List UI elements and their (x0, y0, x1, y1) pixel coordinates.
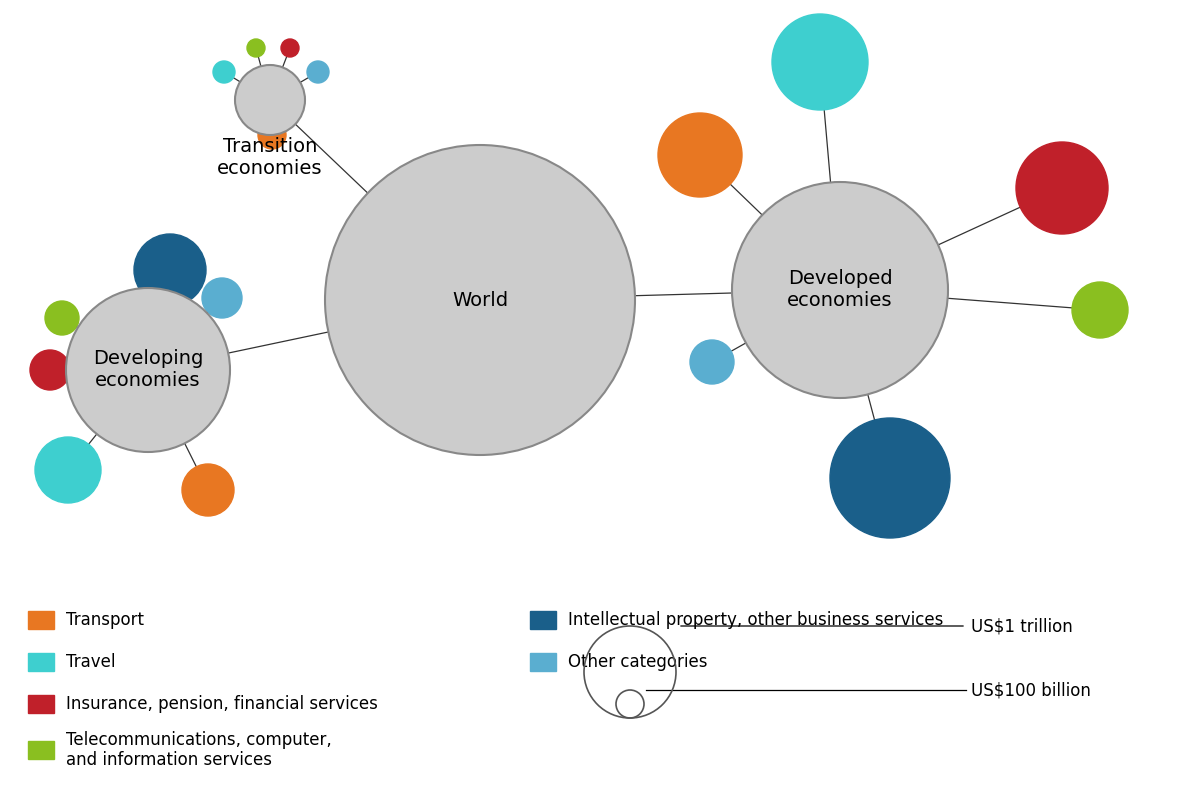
Circle shape (202, 278, 242, 318)
Circle shape (247, 39, 265, 57)
Bar (530, 653, 556, 671)
Text: Developed
economies: Developed economies (787, 269, 893, 310)
Text: US$100 billion: US$100 billion (971, 681, 1091, 699)
Circle shape (307, 61, 329, 83)
Circle shape (30, 350, 70, 390)
Text: Insurance, pension, financial services: Insurance, pension, financial services (66, 695, 378, 713)
Circle shape (732, 182, 948, 398)
Text: World: World (452, 291, 508, 310)
Circle shape (46, 301, 79, 335)
Circle shape (658, 113, 742, 197)
Text: Intellectual property, other business services: Intellectual property, other business se… (568, 611, 943, 629)
Circle shape (258, 121, 286, 149)
Bar (28, 741, 54, 759)
Circle shape (325, 145, 635, 455)
Circle shape (281, 39, 299, 57)
Text: Travel: Travel (66, 653, 115, 671)
Bar (28, 653, 54, 671)
Circle shape (1016, 142, 1108, 234)
Circle shape (214, 61, 235, 83)
Circle shape (134, 234, 206, 306)
Circle shape (182, 464, 234, 516)
Circle shape (66, 288, 230, 452)
Circle shape (830, 418, 950, 538)
Bar (28, 611, 54, 629)
Text: Transition
economies: Transition economies (217, 137, 323, 179)
Text: Transport: Transport (66, 611, 144, 629)
Circle shape (35, 437, 101, 503)
Text: US$1 trillion: US$1 trillion (971, 617, 1073, 635)
Circle shape (772, 14, 868, 110)
Circle shape (1072, 282, 1128, 338)
Text: Telecommunications, computer,
and information services: Telecommunications, computer, and inform… (66, 730, 331, 769)
Circle shape (235, 65, 305, 135)
Text: Developing
economies: Developing economies (92, 349, 203, 391)
Text: Other categories: Other categories (568, 653, 708, 671)
Bar (530, 611, 556, 629)
Circle shape (690, 340, 734, 384)
Bar (28, 695, 54, 713)
